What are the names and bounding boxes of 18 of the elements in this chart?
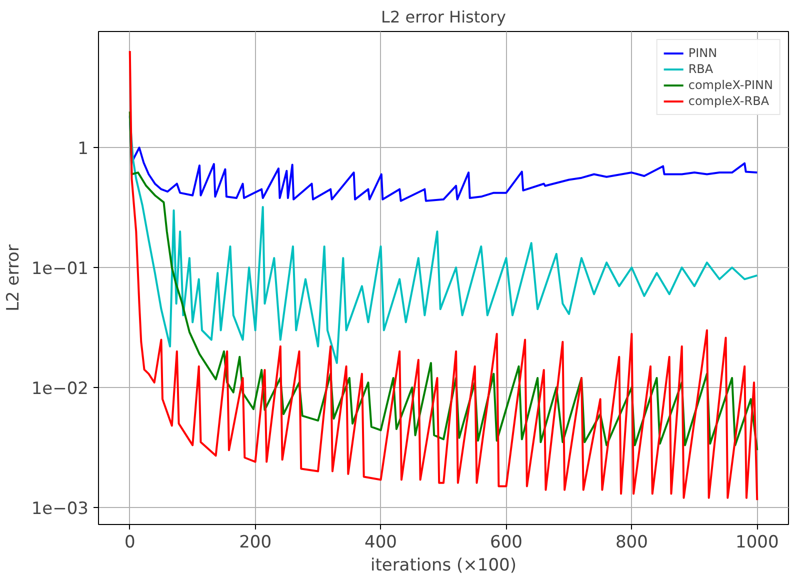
x-tick-label: 200 bbox=[239, 532, 272, 552]
y-axis-title: L2 error bbox=[3, 244, 24, 312]
x-tick-label: 600 bbox=[490, 532, 522, 552]
legend-label: PINN bbox=[688, 46, 718, 60]
x-tick-label: 800 bbox=[615, 532, 648, 552]
y-tick-label: 1 bbox=[78, 139, 89, 160]
x-tick-label: 400 bbox=[364, 532, 397, 552]
x-axis-title: iterations (×100) bbox=[370, 556, 517, 576]
y-tick-label: 1e−03 bbox=[31, 498, 89, 519]
y-tick-label: 1e−01 bbox=[31, 259, 89, 280]
y-tick-label: 1e−02 bbox=[31, 378, 89, 399]
line-series bbox=[128, 110, 758, 452]
legend-label: compleX-PINN bbox=[688, 78, 773, 92]
chart-title: L2 error History bbox=[381, 8, 506, 26]
x-tick-label: 0 bbox=[124, 532, 136, 552]
legend-label: RBA bbox=[688, 62, 714, 76]
legend-label: compleX-RBA bbox=[688, 94, 770, 108]
x-tick-label: 1000 bbox=[736, 532, 779, 552]
